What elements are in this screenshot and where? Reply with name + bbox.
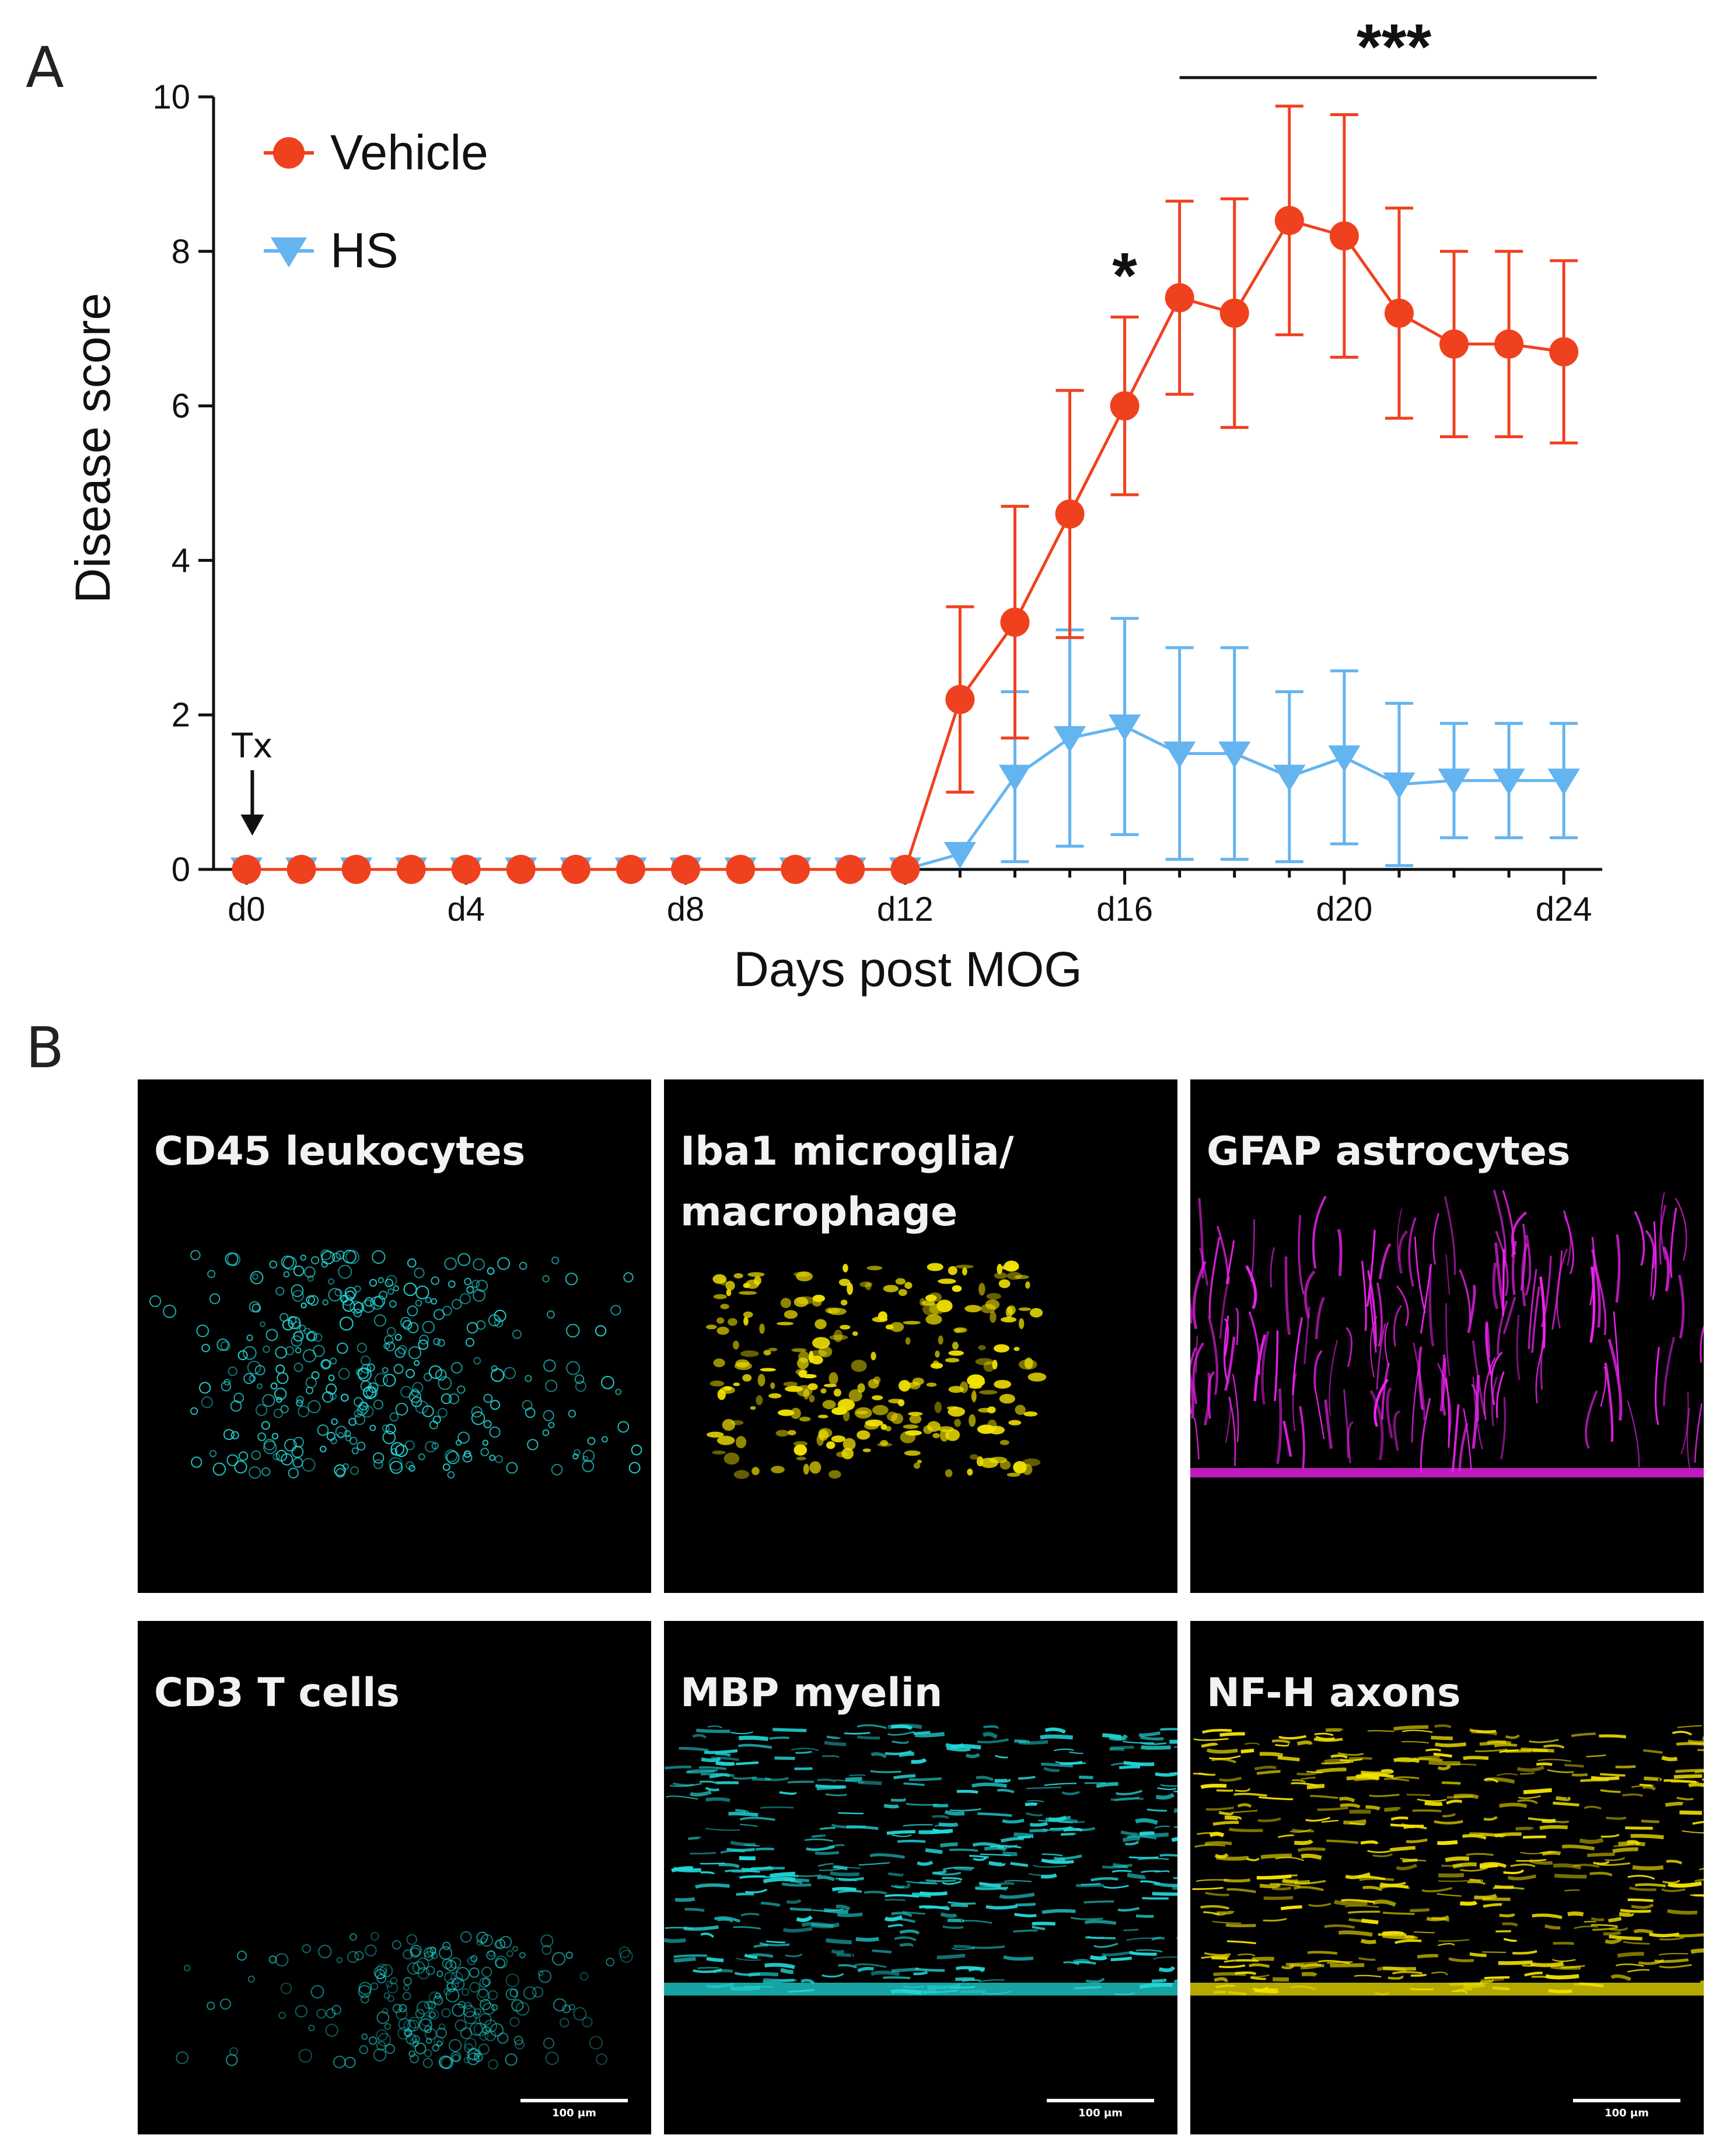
micrograph-image (1190, 1189, 1704, 1477)
data-point (1218, 741, 1251, 768)
scale-bar: 100 μm (520, 2099, 628, 2119)
panel-a-label: A (26, 35, 64, 100)
y-axis-label: Disease score (65, 293, 120, 603)
significance-stars: *** (1357, 11, 1432, 83)
y-tick-label: 2 (172, 696, 190, 734)
data-point (1165, 283, 1194, 313)
data-point (286, 855, 316, 884)
x-tick-label: d16 (1096, 890, 1153, 928)
y-tick-label: 6 (172, 387, 190, 425)
micrograph-label: Iba1 microglia/ macrophage (680, 1128, 1014, 1235)
treatment-arrowhead (240, 815, 264, 836)
micrograph-image (705, 1260, 1047, 1479)
scale-bar-label: 100 μm (1605, 2107, 1649, 2119)
data-point (232, 855, 261, 884)
data-point (1000, 607, 1030, 637)
scale-bar-label: 100 μm (552, 2107, 596, 2119)
micrograph-iba1: Iba1 microglia/ macrophage (664, 1079, 1177, 1593)
data-point (890, 855, 920, 884)
data-point (1274, 205, 1304, 235)
x-tick-label: d8 (667, 890, 705, 928)
x-axis-label: Days post MOG (733, 942, 1082, 997)
micrograph-label: CD3 T cells (154, 1670, 400, 1716)
data-point (781, 855, 810, 884)
disease-score-chart: 0 2 4 6 8 10 d0 d4 d8 d12 d16 d20 d24 Days post MOG Di… (65, 11, 1602, 997)
y-tick-label: 8 (172, 233, 190, 271)
legend-label: HS (330, 223, 399, 278)
data-point (726, 855, 756, 884)
data-point (616, 855, 645, 884)
data-point (1438, 768, 1470, 795)
micrograph-image (664, 1724, 1177, 1996)
data-point (1273, 764, 1306, 792)
micrograph-cd3: CD3 T cells 100 μm (138, 1621, 651, 2134)
micrograph-cd45: CD45 leukocytes (138, 1079, 651, 1593)
micrograph-label: GFAP astrocytes (1207, 1128, 1571, 1175)
data-point (943, 842, 976, 869)
treatment-label: Tx (232, 726, 273, 766)
data-point (1493, 768, 1525, 795)
data-point (341, 855, 371, 884)
micrograph-label: MBP myelin (680, 1670, 943, 1716)
significance-star: * (1112, 240, 1137, 312)
data-point (1053, 726, 1086, 753)
data-point (561, 855, 590, 884)
data-point (1384, 298, 1414, 328)
y-tick-label: 10 (152, 78, 190, 116)
scale-bar: 100 μm (1573, 2099, 1680, 2119)
data-point (1219, 298, 1249, 328)
data-point (1547, 768, 1580, 795)
data-point (1494, 329, 1524, 359)
scale-bar-label: 100 μm (1078, 2107, 1123, 2119)
data-point (671, 855, 701, 884)
data-point (1549, 337, 1579, 366)
y-tick-label: 0 (172, 851, 190, 889)
x-tick-label: d0 (228, 890, 265, 928)
micrograph-image (149, 1249, 642, 1479)
scale-bar: 100 μm (1047, 2099, 1154, 2119)
x-tick-label: d12 (877, 890, 934, 928)
data-point (1383, 772, 1416, 799)
micrograph-label: CD45 leukocytes (154, 1128, 526, 1175)
x-tick-label: d20 (1316, 890, 1372, 928)
data-point (945, 684, 975, 714)
series-hs (230, 617, 1580, 885)
series-line (246, 218, 1564, 871)
data-point (836, 855, 865, 884)
data-point (1329, 221, 1359, 251)
micrograph-nfh: NF-H axons 100 μm (1190, 1621, 1704, 2134)
data-point (270, 237, 307, 268)
micrograph-image (176, 1931, 633, 2070)
data-point (998, 764, 1032, 792)
legend-item-vehicle: Vehicle (264, 125, 488, 180)
y-tick-label: 4 (172, 541, 190, 579)
legend-item-hs: HS (264, 223, 399, 278)
series-line (246, 725, 1564, 871)
x-tick-label: d4 (447, 890, 485, 928)
legend-label: Vehicle (330, 125, 488, 180)
x-tick-label: d24 (1536, 890, 1592, 928)
data-point (1108, 714, 1141, 742)
series-vehicle (232, 104, 1579, 884)
micrograph-label: NF-H axons (1207, 1670, 1461, 1716)
data-point (1110, 391, 1140, 421)
legend: Vehicle HS (264, 125, 488, 278)
data-point (506, 855, 536, 884)
micrograph-mbp: MBP myelin 100 μm (664, 1621, 1177, 2134)
data-point (1439, 329, 1469, 359)
micrograph-gfap: GFAP astrocytes (1190, 1079, 1704, 1593)
micrograph-image (1190, 1724, 1704, 1996)
data-point (273, 137, 305, 169)
data-point (1055, 499, 1085, 529)
data-point (396, 855, 426, 884)
data-point (451, 855, 481, 884)
data-point (1163, 741, 1196, 768)
panel-b-label: B (26, 1015, 64, 1081)
data-point (1328, 745, 1361, 773)
